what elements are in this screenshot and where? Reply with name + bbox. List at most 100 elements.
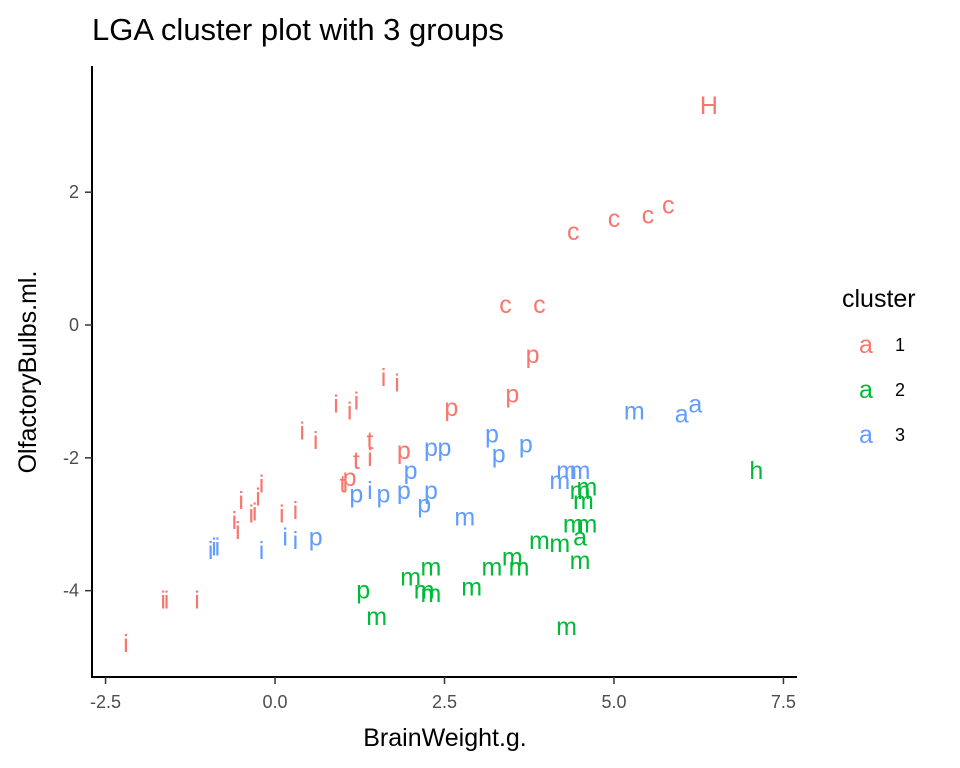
data-point: i xyxy=(232,507,238,535)
data-point: i xyxy=(249,500,255,528)
data-point: m xyxy=(556,613,577,641)
data-point: i xyxy=(194,587,200,615)
legend-key: a xyxy=(859,421,873,449)
data-point: i xyxy=(208,537,214,565)
data-point: m xyxy=(570,477,591,505)
data-point: m xyxy=(366,603,387,631)
data-point: c xyxy=(608,205,621,233)
data-point: m xyxy=(502,543,523,571)
data-point: m xyxy=(414,577,435,605)
data-point: p xyxy=(444,394,458,422)
data-point: i xyxy=(293,527,299,555)
data-point: m xyxy=(573,487,594,515)
data-point: p xyxy=(505,381,519,409)
data-point: p xyxy=(377,480,391,508)
data-point: p xyxy=(397,437,411,465)
data-point: t xyxy=(339,470,346,498)
data-point: p xyxy=(309,524,323,552)
data-point: i xyxy=(282,524,288,552)
data-point: i xyxy=(255,484,261,512)
data-point: p xyxy=(526,341,540,369)
data-point: i xyxy=(394,369,400,397)
data-point: i xyxy=(211,533,217,561)
data-point: a xyxy=(573,524,587,552)
x-axis-title: BrainWeight.g. xyxy=(363,724,527,752)
data-point: c xyxy=(642,201,655,229)
data-point: i xyxy=(123,630,129,658)
legend-label: 2 xyxy=(895,380,905,400)
y-tick-label: 2 xyxy=(69,182,79,202)
data-point: m xyxy=(482,553,503,581)
data-point: m xyxy=(563,510,584,538)
x-tick-label: 0.0 xyxy=(263,692,288,712)
data-point: t xyxy=(366,427,373,455)
y-tick-label: 0 xyxy=(69,315,79,335)
data-point: p xyxy=(404,457,418,485)
data-point: m xyxy=(400,563,421,591)
data-point: t xyxy=(353,447,360,475)
data-point: m xyxy=(570,547,591,575)
data-point: c xyxy=(567,218,580,246)
data-point: i xyxy=(381,364,387,392)
chart-title: LGA cluster plot with 3 groups xyxy=(92,12,504,47)
x-ticks: -2.5 0.0 2.5 5.0 7.5 xyxy=(90,677,796,712)
data-point: i xyxy=(259,537,265,565)
data-point: m xyxy=(509,553,530,581)
data-point: a xyxy=(675,401,689,429)
data-point: p xyxy=(343,464,357,492)
axes: -2.5 0.0 2.5 5.0 7.5 -4 -2 0 2 xyxy=(63,66,797,712)
legend-key: a xyxy=(859,331,873,359)
data-point: m xyxy=(529,527,550,555)
legend-items: a 1a 2a 3 xyxy=(859,331,905,449)
data-point: m xyxy=(576,474,597,502)
data-point: p xyxy=(424,477,438,505)
data-point: i xyxy=(160,587,166,615)
y-ticks: -4 -2 0 2 xyxy=(63,182,92,601)
data-point: p xyxy=(492,441,506,469)
data-point: i xyxy=(367,444,373,472)
data-point: m xyxy=(421,580,442,608)
data-point: p xyxy=(519,431,533,459)
y-tick-label: -2 xyxy=(63,448,79,468)
data-point: i xyxy=(313,427,319,455)
data-point: i xyxy=(299,417,305,445)
x-tick-label: 5.0 xyxy=(601,692,626,712)
data-point: p xyxy=(438,434,452,462)
legend-title: cluster xyxy=(842,285,916,313)
legend-key: a xyxy=(859,376,873,404)
x-tick-label: -2.5 xyxy=(90,692,121,712)
data-point: m xyxy=(549,467,570,495)
data-point: p xyxy=(356,577,370,605)
data-point: p xyxy=(397,477,411,505)
data-point: i xyxy=(252,498,258,526)
x-tick-label: 2.5 xyxy=(432,692,457,712)
legend-label: 1 xyxy=(895,335,905,355)
data-point: h xyxy=(749,457,763,485)
data-point: a xyxy=(688,391,702,419)
data-point: m xyxy=(556,457,577,485)
data-point: i xyxy=(347,397,353,425)
y-axis-title: OlfactoryBulbs.ml. xyxy=(14,271,42,474)
data-point: m xyxy=(461,573,482,601)
data-point: i xyxy=(367,477,373,505)
data-point: H xyxy=(700,92,718,120)
data-point: i xyxy=(293,497,299,525)
data-point: p xyxy=(349,480,363,508)
data-point: c xyxy=(533,291,546,319)
legend: cluster a 1a 2a 3 xyxy=(842,285,916,449)
legend-label: 3 xyxy=(895,425,905,445)
data-point: m xyxy=(576,510,597,538)
data-point: i xyxy=(238,487,244,515)
data-point: m xyxy=(549,530,570,558)
x-tick-label: 7.5 xyxy=(771,692,796,712)
data-point: p xyxy=(485,421,499,449)
data-point: i xyxy=(354,387,360,415)
data-point: m xyxy=(421,553,442,581)
